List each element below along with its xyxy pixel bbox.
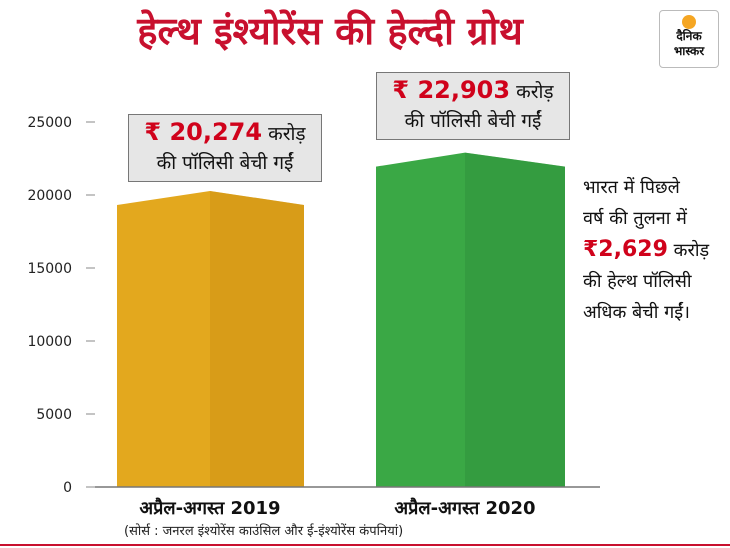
bar-shade xyxy=(210,190,304,487)
y-tick-label: 10000 xyxy=(27,334,72,350)
callout-2019-amount: ₹ 20,274 xyxy=(144,118,263,146)
note-line-1: भारत में पिछले xyxy=(583,177,680,198)
y-tick-label: 15000 xyxy=(27,261,72,277)
note-line-5: अधिक बेची गईं। xyxy=(583,302,690,323)
callout-2020-amount: ₹ 22,903 xyxy=(392,76,511,104)
logo-line-1: दैनिक xyxy=(676,29,702,43)
growth-note: भारत में पिछले वर्ष की तुलना में ₹2,629 … xyxy=(583,172,728,328)
y-tick-label: 25000 xyxy=(27,115,72,131)
sun-icon xyxy=(682,15,696,29)
callout-2019: ₹ 20,274 करोड़ की पॉलिसी बेची गईं xyxy=(128,114,322,182)
bar-2020 xyxy=(376,152,565,487)
logo-line-2: भास्कर xyxy=(673,44,705,58)
source-note: (सोर्स : जनरल इंश्योरेंस काउंसिल और ई-इं… xyxy=(124,524,404,539)
callout-2020-unit: करोड़ xyxy=(516,81,554,103)
dainik-bhaskar-logo: दैनिक भास्कर xyxy=(659,10,719,68)
callout-2020-text: की पॉलिसी बेची गईं xyxy=(404,110,542,132)
note-line-4: की हेल्थ पॉलिसी xyxy=(583,271,692,292)
callout-2019-text: की पॉलिसी बेची गईं xyxy=(156,152,294,174)
y-tick-label: 0 xyxy=(63,480,72,496)
x-category-label: अप्रैल-अगस्त 2019 xyxy=(139,497,280,519)
x-category-label: अप्रैल-अगस्त 2020 xyxy=(394,497,535,519)
chart-title: हेल्थ इंश्योरेंस की हेल्दी ग्रोथ xyxy=(137,9,523,53)
y-tick-label: 5000 xyxy=(36,407,72,423)
callout-2019-unit: करोड़ xyxy=(268,123,306,145)
bar-2019 xyxy=(117,190,304,487)
bar-shade xyxy=(465,152,565,487)
note-amount: ₹2,629 xyxy=(583,237,668,262)
y-tick-label: 20000 xyxy=(27,188,72,204)
callout-2020: ₹ 22,903 करोड़ की पॉलिसी बेची गईं xyxy=(376,72,570,140)
note-line-2: वर्ष की तुलना में xyxy=(583,208,687,229)
note-unit: करोड़ xyxy=(673,240,710,261)
